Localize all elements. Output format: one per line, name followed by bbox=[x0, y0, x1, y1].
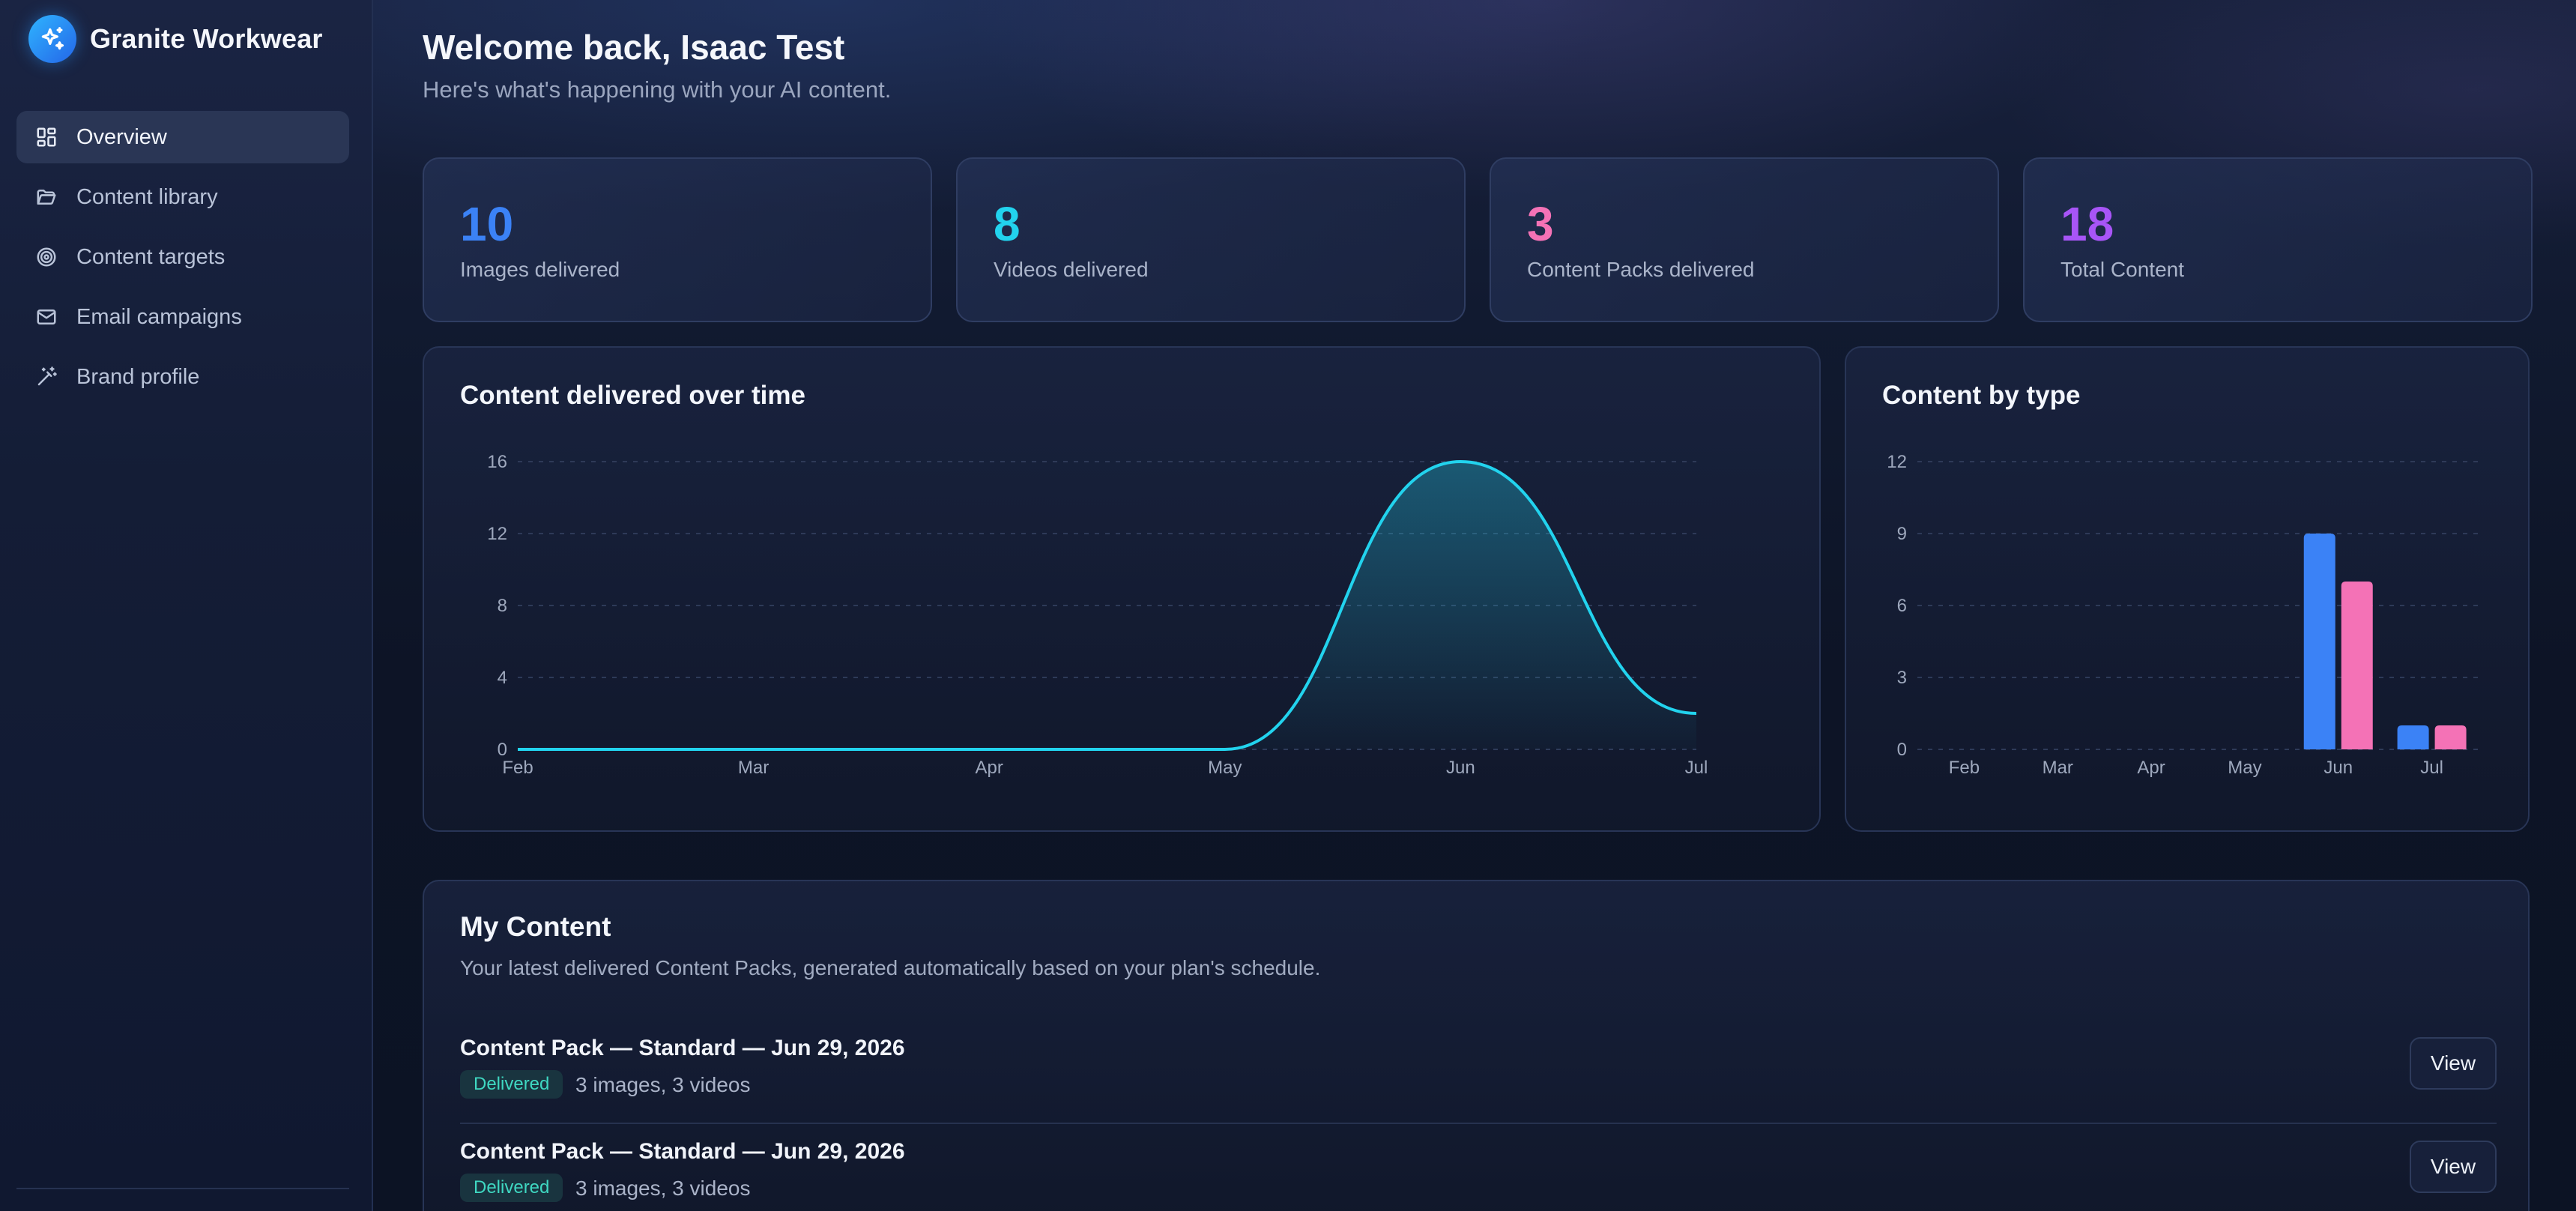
brand-name: Granite Workwear bbox=[90, 23, 323, 54]
list-item: Content Pack — Standard — Jun 29, 2026 D… bbox=[460, 1028, 2497, 1132]
folder-open-icon bbox=[34, 185, 58, 209]
y-tick-label: 3 bbox=[1897, 668, 1907, 688]
stat-label: Videos delivered bbox=[994, 258, 1149, 281]
chart-panel-over-time: Content delivered over time 0 4 8 12 16 Feb Ma… bbox=[423, 346, 1821, 832]
sidebar-divider bbox=[16, 1188, 349, 1189]
sidebar-item-brand-profile[interactable]: Brand profile bbox=[16, 351, 349, 403]
stat-value: 10 bbox=[460, 197, 514, 251]
main-content: Welcome back, Isaac Test Here's what's h… bbox=[373, 0, 2576, 1211]
list-item: Content Pack — Standard — Jun 29, 2026 D… bbox=[460, 1123, 2497, 1211]
x-tick-label: Feb bbox=[502, 758, 533, 778]
x-tick-label: Mar bbox=[2043, 758, 2073, 778]
stat-label: Total Content bbox=[2061, 258, 2184, 281]
brand[interactable]: Granite Workwear bbox=[28, 15, 323, 63]
stat-card-videos: 8 Videos delivered bbox=[956, 157, 1466, 322]
status-badge: Delivered bbox=[460, 1070, 563, 1099]
sidebar-item-overview[interactable]: Overview bbox=[16, 111, 349, 163]
sidebar-item-content-targets[interactable]: Content targets bbox=[16, 231, 349, 283]
content-pack-meta: 3 images, 3 videos bbox=[575, 1177, 751, 1200]
content-pack-title: Content Pack — Standard — Jun 29, 2026 bbox=[460, 1139, 905, 1164]
y-tick-label: 12 bbox=[1887, 452, 1907, 472]
y-tick-label: 9 bbox=[1897, 524, 1907, 544]
x-tick-label: Apr bbox=[2137, 758, 2165, 778]
view-button[interactable]: View bbox=[2410, 1141, 2497, 1193]
stat-card-content-packs: 3 Content Packs delivered bbox=[1490, 157, 1999, 322]
my-content-panel: My Content Your latest delivered Content… bbox=[423, 880, 2530, 1211]
y-tick-label: 8 bbox=[498, 596, 507, 616]
x-tick-label: Feb bbox=[1949, 758, 1980, 778]
x-tick-label: Mar bbox=[738, 758, 769, 778]
area-chart: 0 4 8 12 16 Feb Mar Apr May Jun Jul bbox=[487, 452, 1708, 778]
sidebar-item-label: Email campaigns bbox=[76, 304, 242, 329]
series-line bbox=[518, 459, 1697, 752]
sidebar-nav: Overview Content library Content targ bbox=[16, 111, 349, 411]
series-area bbox=[518, 462, 1696, 749]
stat-label: Images delivered bbox=[460, 258, 620, 281]
target-icon bbox=[34, 245, 58, 269]
sidebar-item-label: Brand profile bbox=[76, 364, 200, 389]
bar-chart: 0 3 6 9 12 Feb Mar Apr May Jun Jul bbox=[1887, 452, 2479, 778]
y-tick-label: 12 bbox=[487, 524, 507, 544]
section-subtitle: Your latest delivered Content Packs, gen… bbox=[460, 956, 1321, 979]
x-tick-label: Apr bbox=[976, 758, 1003, 778]
y-tick-label: 6 bbox=[1897, 596, 1907, 616]
chart-title: Content delivered over time bbox=[460, 381, 805, 410]
x-tick-label: May bbox=[1208, 758, 1242, 778]
page-subtitle: Here's what's happening with your AI con… bbox=[423, 76, 892, 103]
x-tick-label: Jul bbox=[1685, 758, 1708, 778]
sidebar-item-content-library[interactable]: Content library bbox=[16, 171, 349, 223]
y-tick-label: 16 bbox=[487, 452, 507, 472]
content-pack-meta: 3 images, 3 videos bbox=[575, 1073, 751, 1096]
mail-icon bbox=[34, 305, 58, 329]
stat-value: 8 bbox=[994, 197, 1021, 251]
bar bbox=[2434, 725, 2467, 749]
stat-card-total: 18 Total Content bbox=[2023, 157, 2533, 322]
stat-value: 3 bbox=[1527, 197, 1554, 251]
sidebar-item-label: Overview bbox=[76, 124, 167, 149]
y-tick-label: 0 bbox=[498, 740, 507, 760]
y-tick-label: 4 bbox=[498, 668, 507, 688]
sidebar-item-label: Content targets bbox=[76, 244, 226, 269]
section-title: My Content bbox=[460, 911, 611, 942]
content-pack-title: Content Pack — Standard — Jun 29, 2026 bbox=[460, 1036, 905, 1060]
dashboard-grid-icon bbox=[34, 125, 58, 149]
chart-panel-by-type: Content by type 0 3 6 9 12 Feb Mar Apr May Jun Jul bbox=[1845, 346, 2530, 832]
y-tick-label: 0 bbox=[1897, 740, 1907, 760]
magic-wand-icon bbox=[34, 365, 58, 389]
stat-label: Content Packs delivered bbox=[1527, 258, 1755, 281]
sidebar-item-email-campaigns[interactable]: Email campaigns bbox=[16, 291, 349, 343]
x-tick-label: Jul bbox=[2420, 758, 2443, 778]
page-title: Welcome back, Isaac Test bbox=[423, 28, 845, 67]
chart-title: Content by type bbox=[1882, 381, 2081, 410]
bar bbox=[2303, 534, 2335, 749]
view-button[interactable]: View bbox=[2410, 1037, 2497, 1090]
stat-value: 18 bbox=[2061, 197, 2114, 251]
sparkles-icon bbox=[28, 15, 76, 63]
x-tick-label: May bbox=[2228, 758, 2261, 778]
status-badge: Delivered bbox=[460, 1174, 563, 1202]
x-tick-label: Jun bbox=[1446, 758, 1475, 778]
sidebar-item-label: Content library bbox=[76, 184, 218, 209]
sidebar: Granite Workwear Overview bbox=[0, 0, 373, 1211]
x-tick-label: Jun bbox=[2323, 758, 2353, 778]
stat-card-images: 10 Images delivered bbox=[423, 157, 932, 322]
bar bbox=[2397, 725, 2429, 749]
bar bbox=[2341, 582, 2373, 749]
